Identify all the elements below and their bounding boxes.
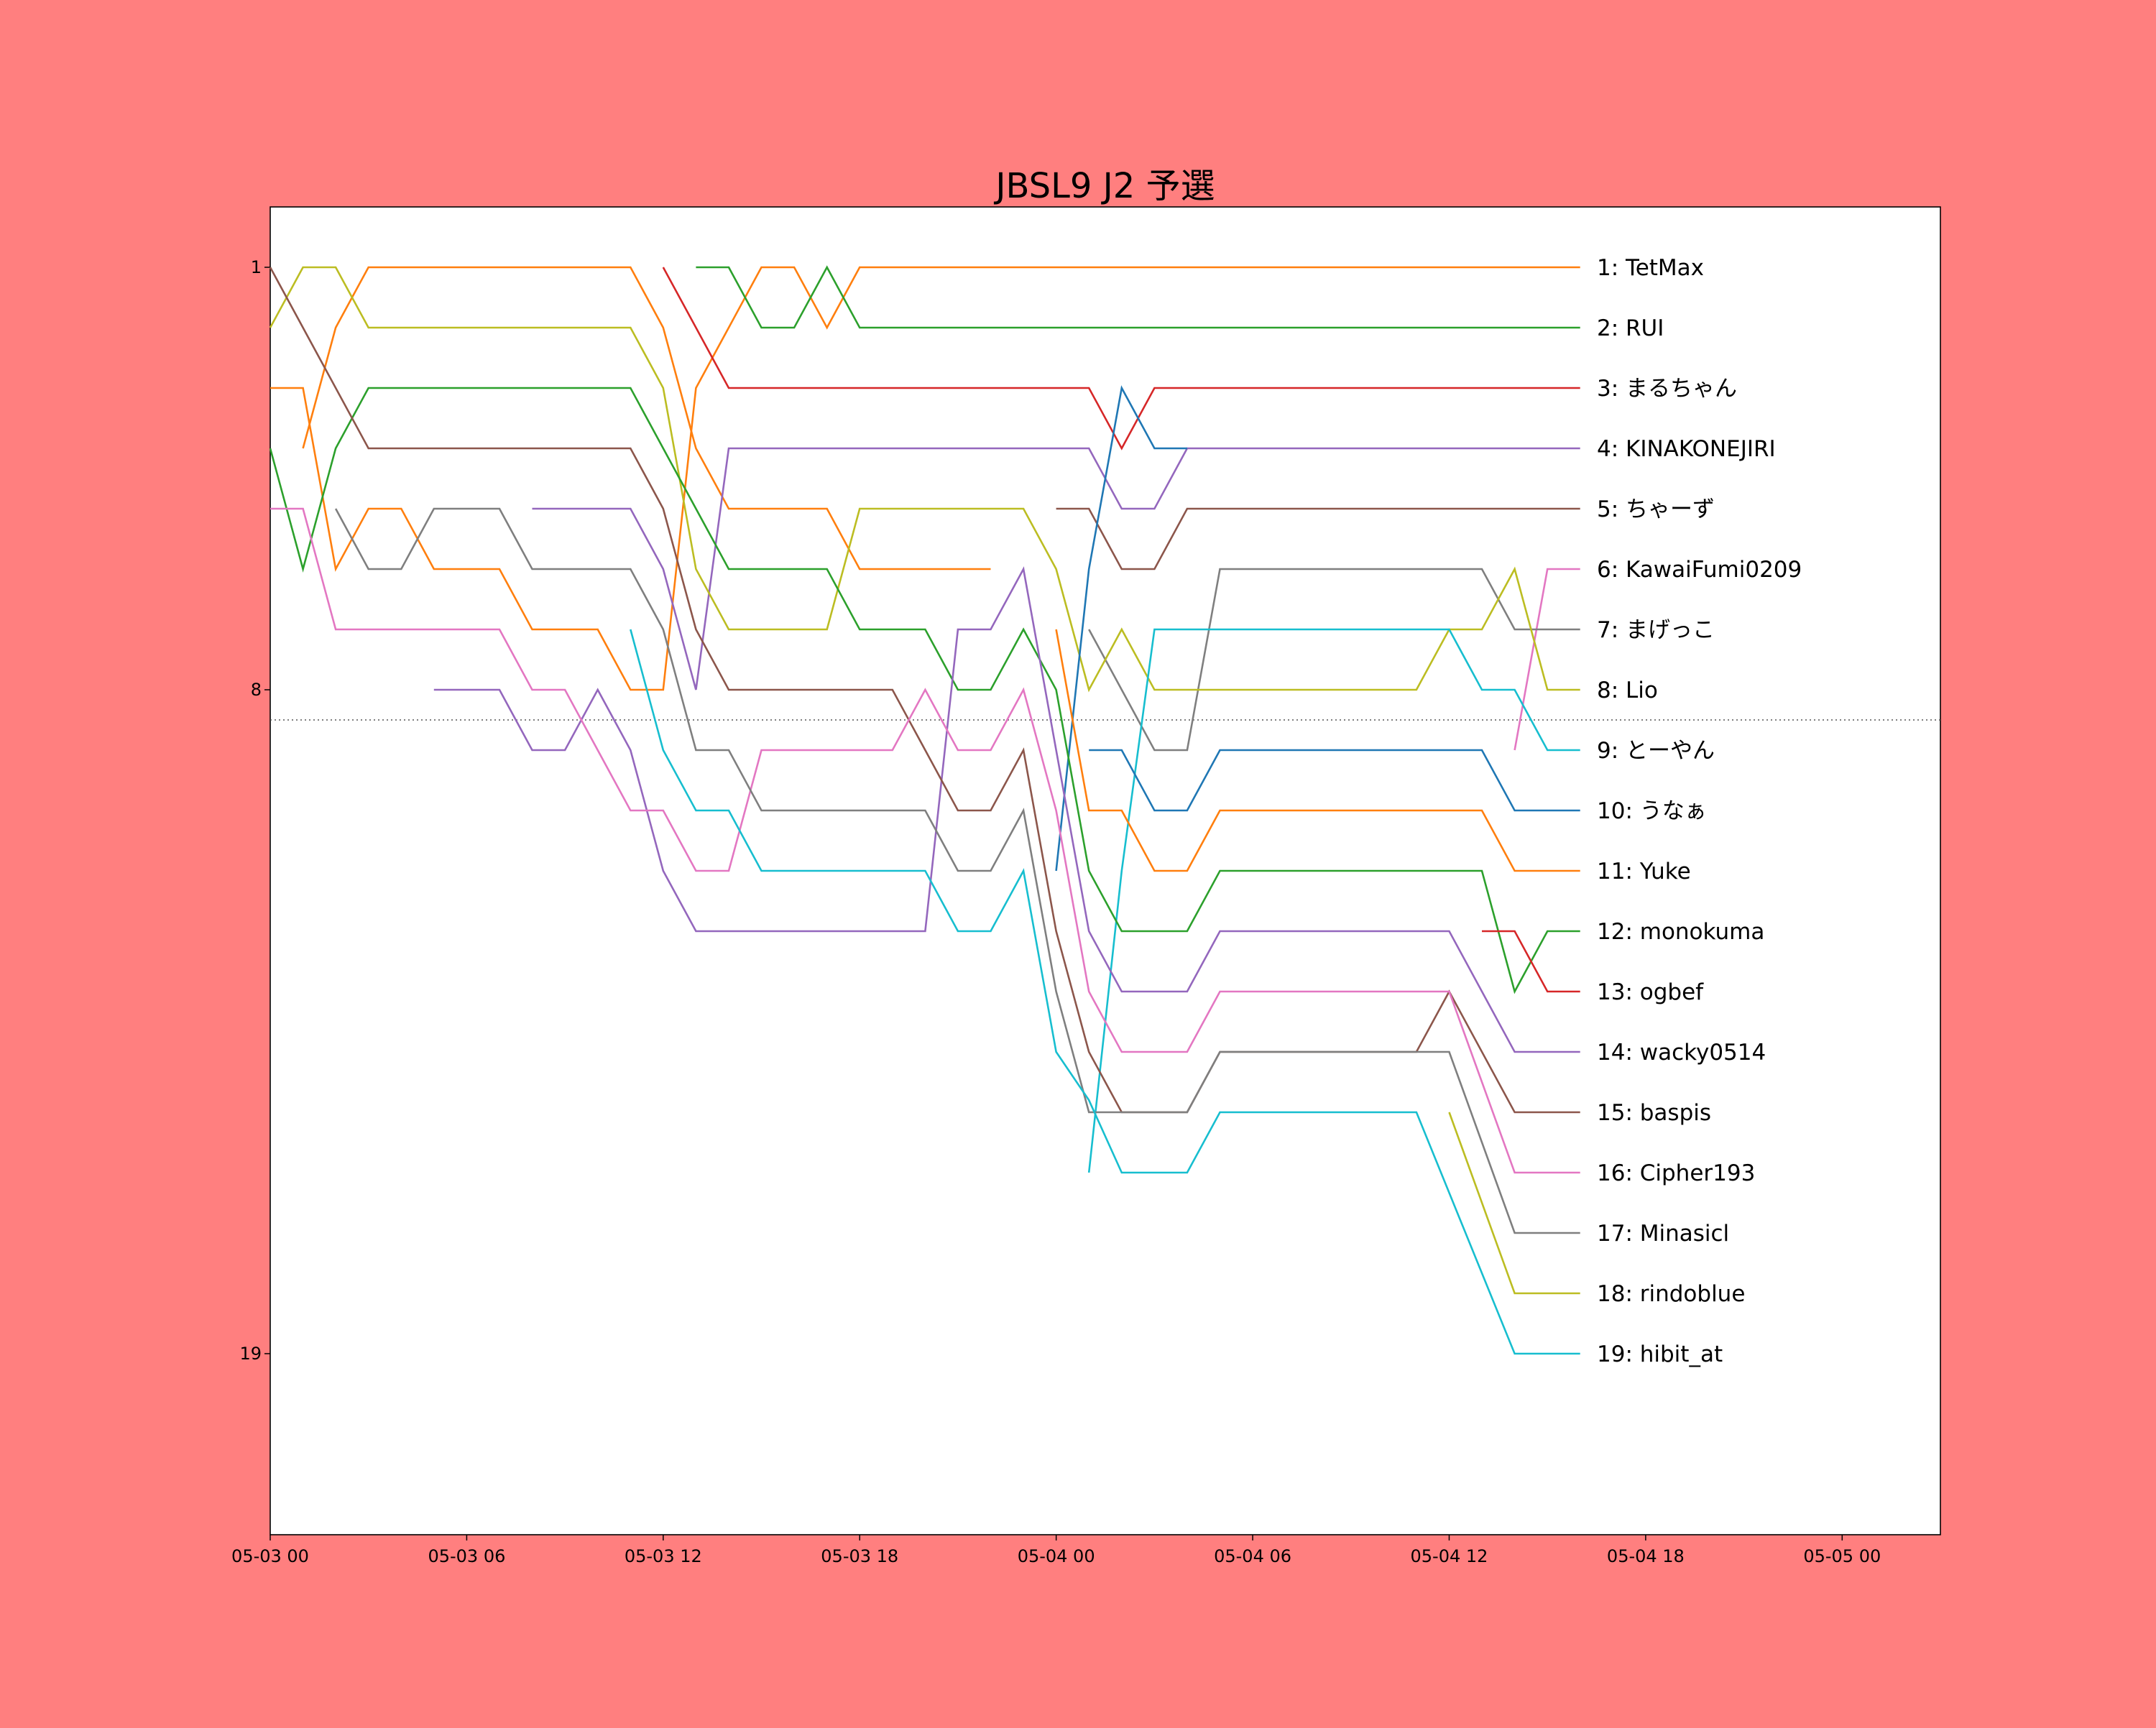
series-line-2 [270, 266, 1580, 691]
y-tick-label: 8 [251, 680, 262, 700]
end-label-18: 18: rindoblue [1597, 1281, 1745, 1307]
series-line-9 [269, 266, 1580, 693]
x-tick-label: 05-04 06 [1214, 1546, 1291, 1566]
end-label-2: 2: RUI [1597, 315, 1664, 341]
x-tick-label: 05-04 00 [1018, 1546, 1095, 1566]
series-line-14 [269, 387, 1580, 994]
chart-title: JBSL9 J2 予選 [993, 166, 1215, 206]
end-label-7: 7: まげっこ [1597, 617, 1715, 643]
end-label-19: 19: hibit_at [1597, 1341, 1723, 1367]
series-line-13 [1055, 629, 1580, 872]
series-line-7 [1514, 568, 1580, 751]
end-label-12: 12: monokuma [1597, 919, 1764, 945]
series-lines [269, 265, 1580, 1355]
y-tick-label: 19 [239, 1344, 262, 1364]
end-label-9: 9: とーやん [1597, 738, 1715, 764]
series-line-10 [1087, 628, 1580, 1173]
series-line-20 [1448, 1112, 1580, 1295]
series-line-6 [1056, 507, 1580, 570]
series-line-19 [334, 507, 1580, 1234]
end-label-5: 5: ちゃーず [1597, 496, 1715, 522]
series-line-15 [1482, 930, 1580, 993]
x-tick-label: 05-03 06 [428, 1546, 505, 1566]
end-label-6: 6: KawaiFumi0209 [1597, 557, 1802, 583]
series-line-16 [433, 566, 1580, 1053]
y-tick-label: 1 [251, 257, 262, 277]
end-label-16: 16: Cipher193 [1597, 1160, 1755, 1186]
series-line-18 [270, 507, 1580, 1174]
end-label-1: 1: TetMax [1597, 255, 1704, 281]
x-tick-label: 05-03 12 [625, 1546, 702, 1566]
end-labels: 1: TetMax 2: RUI 3: まるちゃん 4: KINAKONEJIRI 5:… [1597, 255, 1802, 1367]
x-tick-label: 05-05 00 [1803, 1546, 1881, 1566]
x-tick-label: 05-04 18 [1607, 1546, 1685, 1566]
series-line-4 [662, 267, 1580, 451]
x-tick-label: 05-03 18 [821, 1546, 898, 1566]
series-line-11 [1055, 385, 1187, 872]
end-label-14: 14: wacky0514 [1597, 1040, 1766, 1066]
plot-area [270, 206, 1941, 1535]
series-line-12 [1089, 749, 1580, 812]
series-line-8 [1088, 568, 1580, 752]
end-label-15: 15: baspis [1597, 1100, 1711, 1126]
series-line-21 [630, 629, 1580, 1355]
x-tick-label: 05-04 12 [1411, 1546, 1488, 1566]
end-label-13: 13: ogbef [1597, 979, 1704, 1005]
end-label-10: 10: うなぁ [1597, 798, 1707, 824]
end-label-11: 11: Yuke [1597, 859, 1691, 884]
series-line-5 [532, 447, 1580, 690]
end-label-4: 4: KINAKONEJIRI [1597, 436, 1776, 462]
x-axis: 05-03 00 05-03 06 05-03 12 05-03 18 05-04 00… [231, 1535, 1881, 1566]
series-line-3 [696, 265, 1580, 329]
end-label-8: 8: Lio [1597, 678, 1658, 703]
x-tick-label: 05-03 00 [231, 1546, 309, 1566]
end-label-3: 3: まるちゃん [1597, 376, 1737, 402]
end-label-17: 17: Minasicl [1597, 1221, 1729, 1247]
